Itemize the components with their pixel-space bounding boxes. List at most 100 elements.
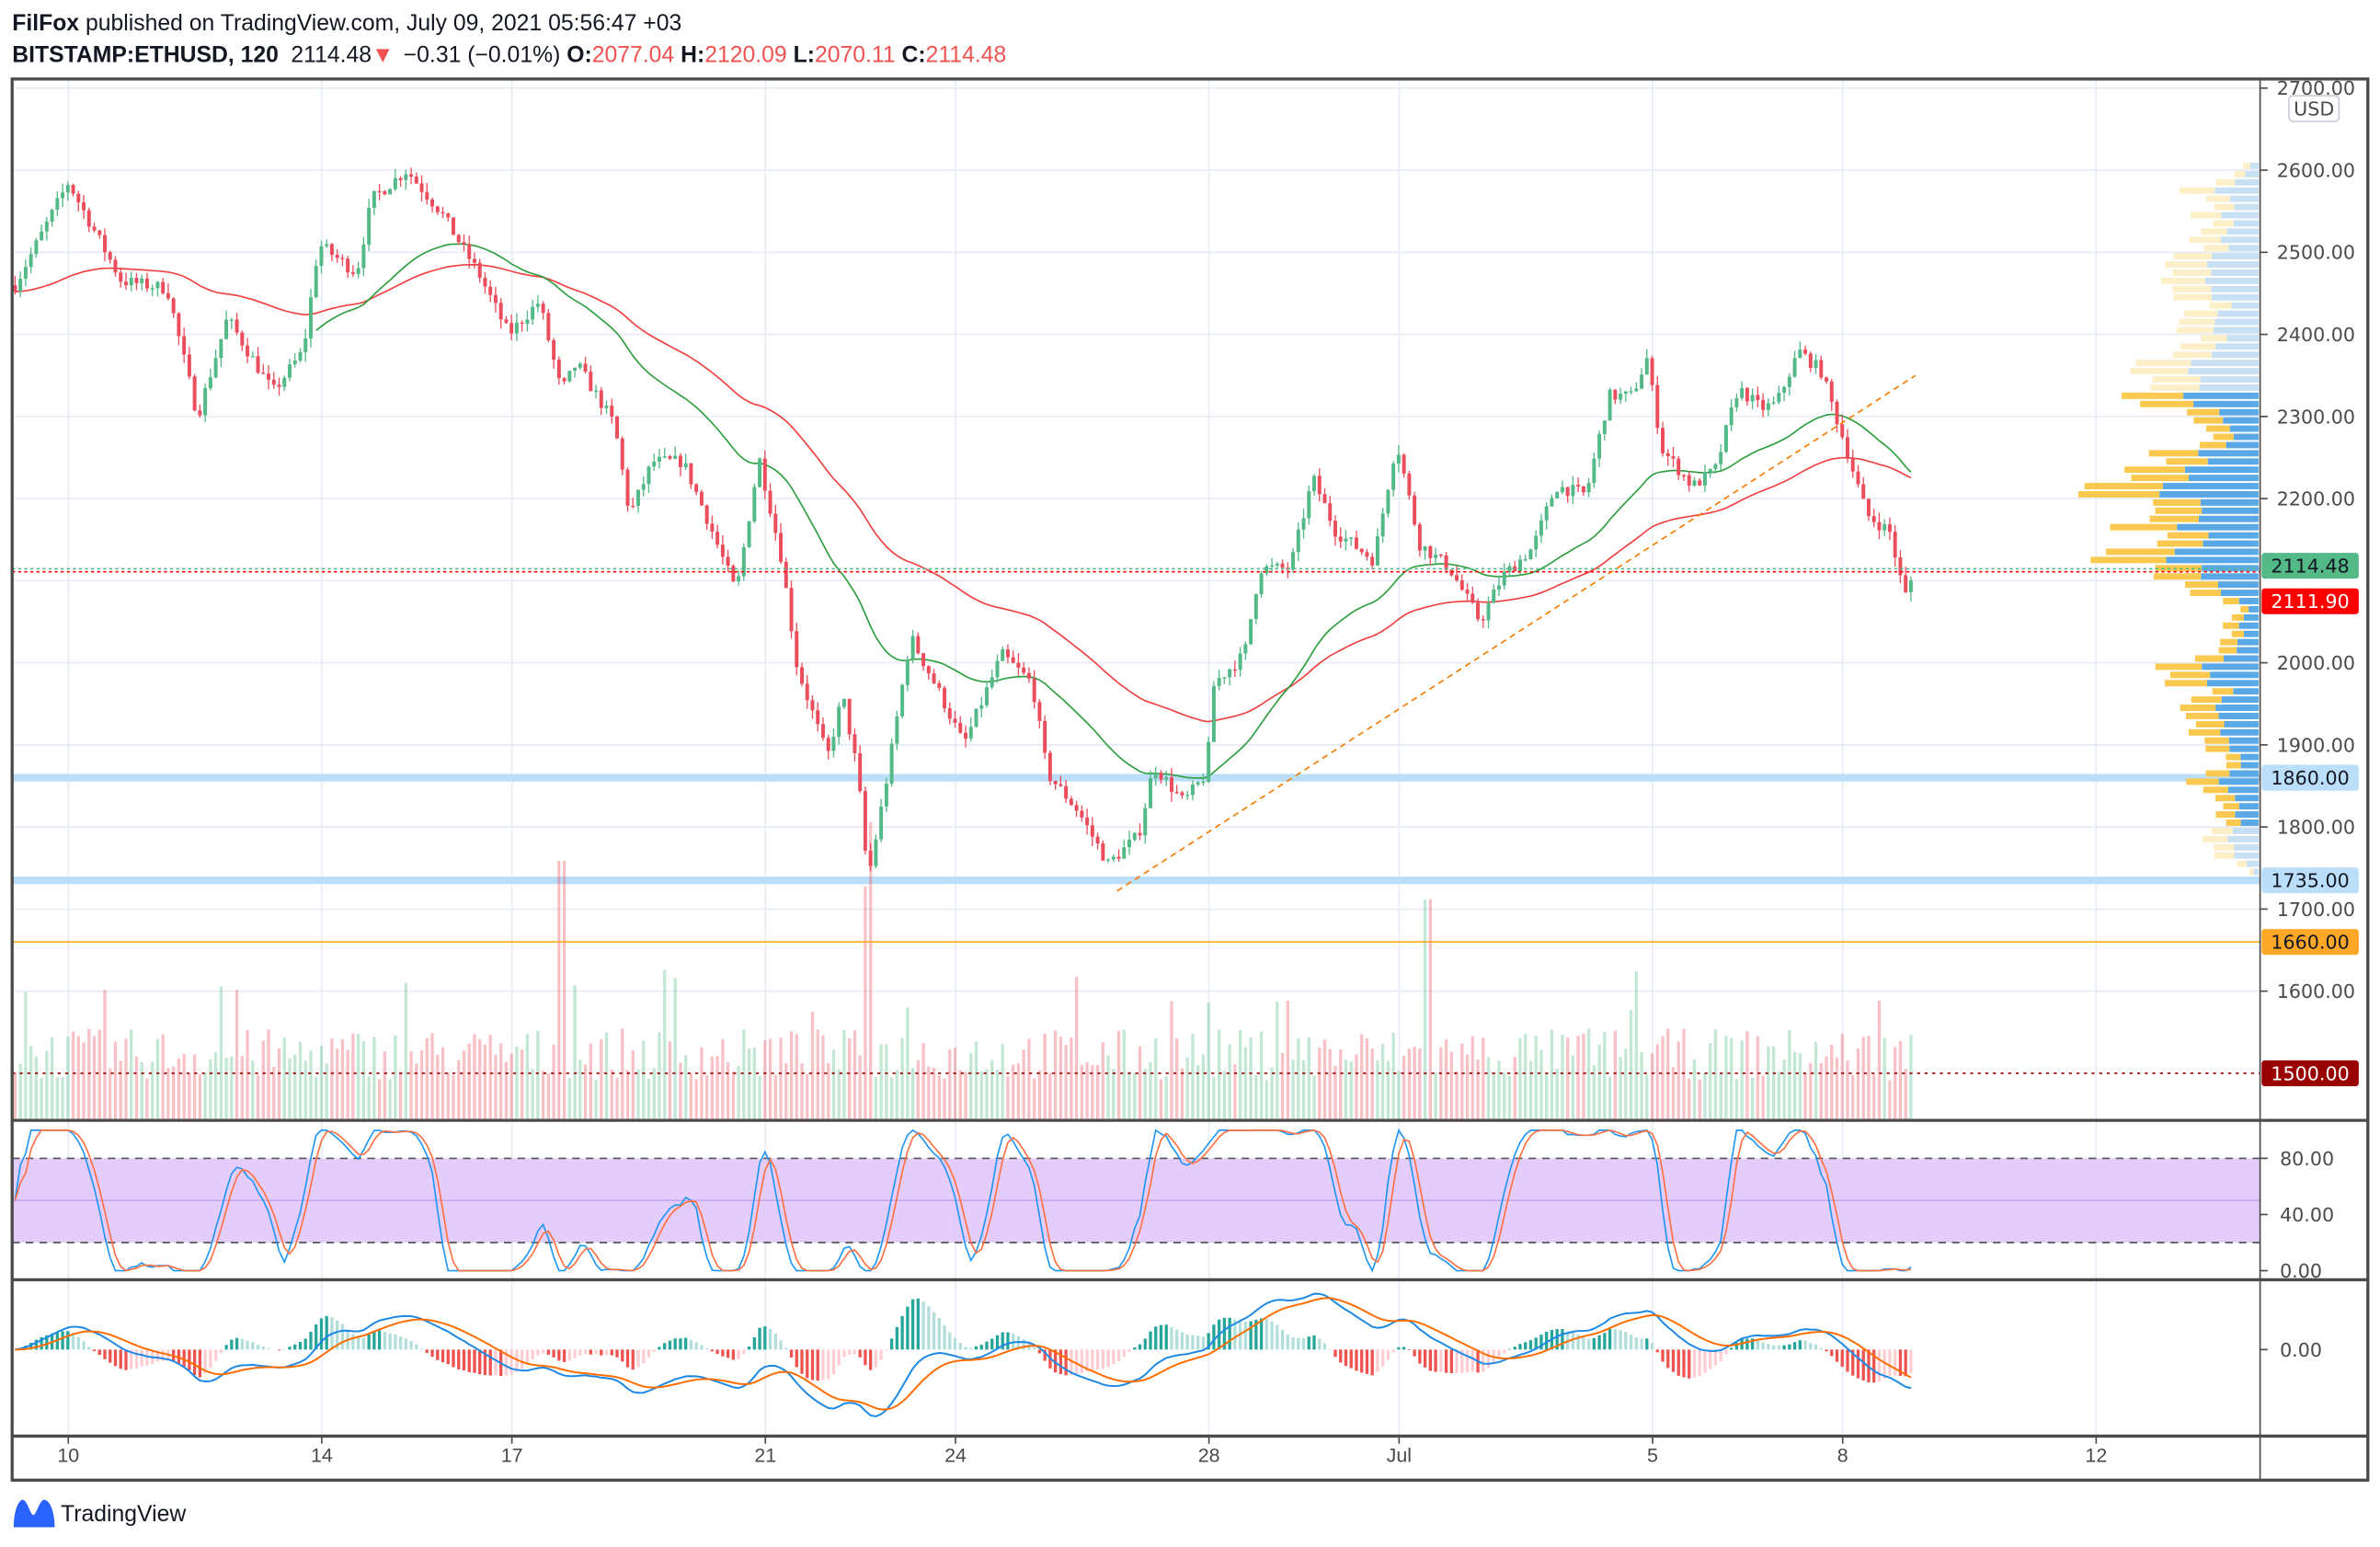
volume-profile-up bbox=[2201, 573, 2259, 580]
candle bbox=[1338, 527, 1343, 548]
candle bbox=[879, 798, 884, 842]
macd-histogram-bar bbox=[562, 1349, 566, 1362]
macd-histogram-bar bbox=[583, 1349, 588, 1355]
volume-bar bbox=[1819, 1062, 1823, 1119]
price-axis[interactable]: 2700.002600.002500.002400.002300.002200.… bbox=[2260, 77, 2355, 1003]
candle bbox=[1692, 476, 1697, 487]
volume-bar bbox=[45, 1050, 49, 1119]
macd-histogram-bar bbox=[240, 1338, 244, 1350]
volume-profile-down bbox=[2155, 507, 2203, 514]
candle-body bbox=[631, 505, 635, 508]
volume-profile-up bbox=[2218, 581, 2259, 589]
candle bbox=[531, 300, 535, 326]
volume-bar bbox=[562, 860, 566, 1119]
volume-profile-down bbox=[2149, 515, 2199, 522]
candle bbox=[583, 356, 588, 373]
time-tick-label: 24 bbox=[944, 1445, 967, 1467]
close-label: C: bbox=[901, 43, 925, 68]
macd-histogram-bar bbox=[235, 1337, 239, 1350]
level-lines bbox=[12, 374, 2260, 1074]
candle-body bbox=[1586, 483, 1591, 493]
macd-histogram-bar bbox=[298, 1341, 303, 1350]
symbol-name[interactable]: BITSTAMP:ETHUSD, 120 bbox=[12, 43, 279, 68]
volume-profile-up bbox=[2207, 261, 2259, 269]
volume-bar bbox=[1106, 1055, 1110, 1119]
candle-body bbox=[1555, 492, 1560, 498]
candle-body bbox=[1185, 795, 1190, 796]
time-axis[interactable]: 10 14 17 21 24 28 Jul 5 8 12 bbox=[57, 1436, 2107, 1467]
price-tag-box bbox=[2261, 764, 2359, 791]
candle-body bbox=[1486, 602, 1491, 621]
candle-body bbox=[1149, 778, 1152, 808]
candle-body bbox=[905, 659, 910, 685]
volume-profile-up bbox=[2228, 245, 2259, 252]
volume-bar bbox=[546, 1073, 551, 1119]
macd-histogram-bar bbox=[1861, 1349, 1865, 1381]
volume-bar bbox=[1138, 1046, 1142, 1119]
candle bbox=[1011, 650, 1015, 664]
currency-badge[interactable]: USD bbox=[2288, 95, 2340, 122]
macd-histogram-bar bbox=[1486, 1349, 1491, 1369]
candle-body bbox=[1132, 832, 1137, 840]
candle-body bbox=[567, 371, 572, 382]
volume-bar bbox=[388, 1079, 392, 1119]
volume-bar bbox=[1856, 1049, 1860, 1119]
candle-body bbox=[715, 532, 720, 545]
candle-body bbox=[1665, 453, 1670, 457]
volume-bar bbox=[958, 1070, 962, 1119]
candle bbox=[55, 191, 60, 217]
volume-bar bbox=[356, 1034, 360, 1119]
candle bbox=[383, 189, 387, 196]
volume-bar bbox=[1851, 1074, 1855, 1119]
macd-histogram-bar bbox=[953, 1337, 957, 1350]
candle bbox=[1085, 808, 1090, 835]
volume-profile-down bbox=[2209, 302, 2232, 309]
candle-body bbox=[694, 484, 699, 492]
candle bbox=[1428, 544, 1433, 566]
candle bbox=[1698, 477, 1702, 487]
volume-bar bbox=[525, 1033, 530, 1119]
candle-body bbox=[1908, 580, 1913, 592]
volume-bar bbox=[1835, 1057, 1839, 1119]
price-tag-1660.00: 1660.00 bbox=[2261, 929, 2359, 956]
volume-profile-up bbox=[2235, 811, 2259, 819]
author-name: FilFox bbox=[12, 11, 79, 36]
candle-body bbox=[292, 361, 297, 365]
candle bbox=[1723, 424, 1728, 453]
candle-body bbox=[1280, 563, 1285, 568]
volume-profile-down bbox=[2203, 835, 2228, 842]
candle bbox=[1687, 471, 1691, 492]
macd-histogram-bar bbox=[155, 1349, 160, 1362]
volume-bar bbox=[1159, 1079, 1163, 1119]
candle-body bbox=[1317, 476, 1322, 495]
macd-line bbox=[15, 1292, 1912, 1418]
macd-histogram-bar bbox=[541, 1349, 545, 1354]
macd-histogram-bar bbox=[1613, 1329, 1617, 1350]
volume-bar bbox=[1270, 1067, 1274, 1119]
candle-body bbox=[467, 244, 472, 259]
volume-bar bbox=[1709, 1043, 1712, 1119]
volume-profile-down bbox=[2231, 630, 2244, 637]
candle-body bbox=[1016, 662, 1021, 668]
candle-body bbox=[831, 737, 836, 751]
candle bbox=[1122, 840, 1127, 859]
volume-bar bbox=[1861, 1037, 1865, 1119]
macd-histogram-bar bbox=[40, 1336, 43, 1350]
tradingview-logo[interactable]: TradingView bbox=[13, 1499, 186, 1528]
stoch-tick-label: 40.00 bbox=[2280, 1204, 2334, 1226]
volume-bar bbox=[858, 1055, 862, 1119]
candle bbox=[23, 259, 28, 287]
volume-bar bbox=[1613, 1030, 1617, 1119]
candle-body bbox=[589, 372, 593, 392]
volume-bar bbox=[700, 1047, 704, 1119]
candle-body bbox=[430, 199, 435, 207]
candle-body bbox=[203, 388, 208, 416]
volume-profile-down bbox=[2234, 170, 2246, 178]
macd-histogram-bar bbox=[1212, 1324, 1216, 1350]
volume-bar bbox=[1365, 1037, 1369, 1119]
candle-body bbox=[65, 185, 70, 193]
volume-bar bbox=[1740, 1040, 1744, 1119]
candle-body bbox=[1196, 782, 1200, 785]
volume-bar bbox=[848, 1037, 852, 1119]
